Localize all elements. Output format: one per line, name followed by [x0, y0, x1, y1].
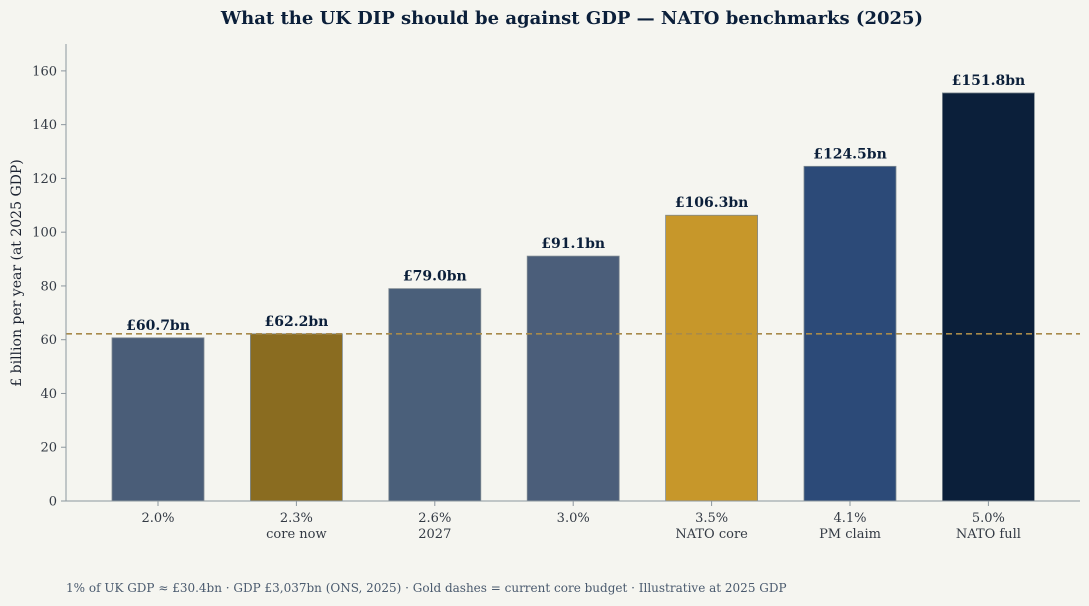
y-tick-label: 100 [32, 226, 57, 241]
value-label: £60.7bn [126, 318, 190, 334]
value-label: £151.8bn [952, 73, 1026, 89]
bars [111, 92, 1035, 502]
x-tick-label: 2.6% [418, 511, 451, 526]
bar [665, 214, 758, 502]
bar [388, 288, 482, 502]
x-tick-sublabel: core now [266, 527, 326, 542]
x-tick-sublabel: NATO core [675, 527, 748, 542]
bar [526, 255, 620, 502]
x-tick-label: 4.1% [833, 511, 866, 526]
y-tick-label: 60 [40, 333, 57, 348]
bar [942, 92, 1035, 502]
value-label: £106.3bn [675, 195, 749, 211]
y-tick-label: 140 [32, 118, 57, 133]
bar [249, 333, 343, 502]
value-label: £91.1bn [541, 236, 605, 252]
y-axis-label: £ billion per year (at 2025 GDP) [9, 159, 25, 386]
value-label: £62.2bn [264, 314, 328, 330]
x-tick-label: 2.0% [141, 511, 174, 526]
x-tick-label: 3.0% [557, 511, 590, 526]
x-axis-ticks: 2.0% 2.3%core now 2.6%2027 3.0% 3.5%NATO cor… [141, 501, 1021, 542]
value-label: £79.0bn [403, 269, 467, 285]
x-tick-label: 2.3% [280, 511, 313, 526]
value-label: £124.5bn [813, 146, 887, 162]
x-tick-label: 5.0% [972, 511, 1005, 526]
y-tick-label: 0 [49, 495, 57, 510]
y-axis-ticks: 0 20 40 60 80 100 120 140 160 [32, 64, 66, 510]
x-tick-sublabel: 2027 [418, 527, 451, 542]
chart-title: What the UK DIP should be against GDP — … [220, 8, 923, 29]
y-tick-label: 80 [40, 279, 57, 294]
x-tick-sublabel: PM claim [819, 527, 881, 542]
footnote: 1% of UK GDP ≈ £30.4bn · GDP £3,037bn (O… [66, 581, 787, 595]
y-tick-label: 120 [32, 172, 57, 187]
axes [65, 44, 1080, 502]
y-tick-label: 20 [40, 441, 57, 456]
y-tick-label: 160 [32, 64, 57, 79]
x-tick-label: 3.5% [695, 511, 728, 526]
bar [111, 337, 205, 502]
value-labels: £60.7bn £62.2bn £79.0bn £91.1bn £106.3bn £124… [126, 73, 1025, 334]
y-tick-label: 40 [40, 387, 57, 402]
x-tick-sublabel: NATO full [956, 527, 1021, 542]
